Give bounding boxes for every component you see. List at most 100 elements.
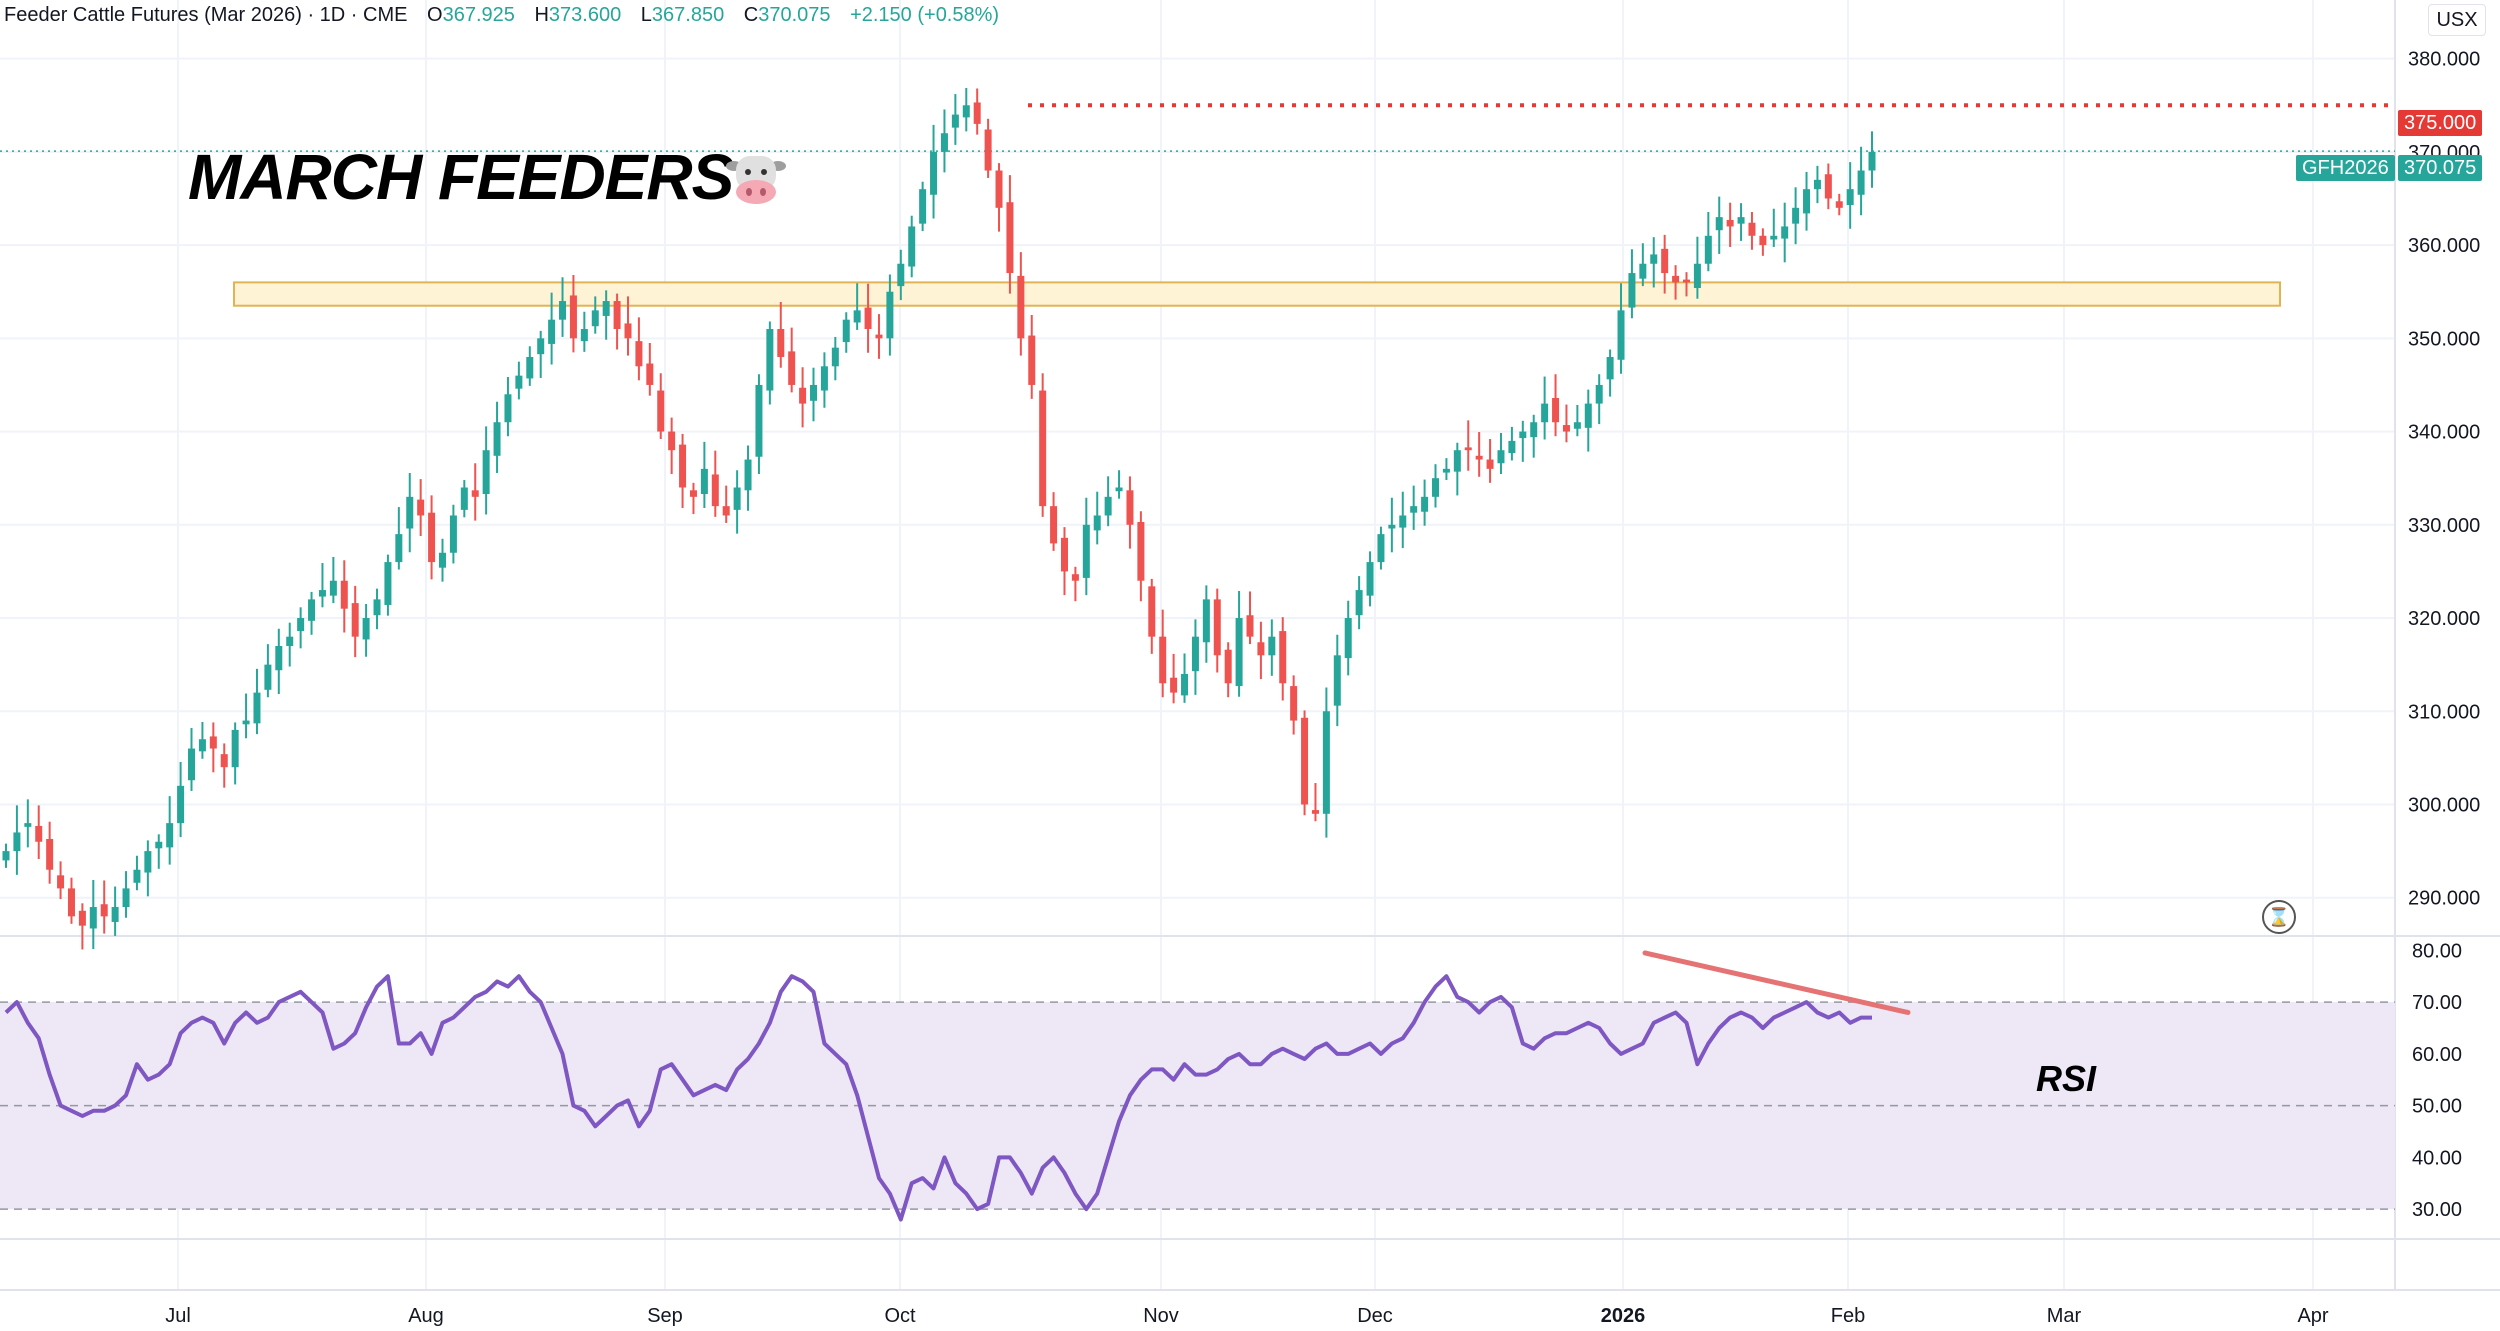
candle-body xyxy=(1159,636,1167,684)
candle-body xyxy=(188,748,196,781)
candle-body xyxy=(668,431,676,451)
resistance-price-tag: 375.000 xyxy=(2398,110,2483,136)
time-axis-label: Mar xyxy=(2047,1305,2082,1327)
candle-body xyxy=(984,129,992,171)
candle-body xyxy=(755,384,763,457)
candle-body xyxy=(1279,631,1287,684)
candle-body xyxy=(133,869,141,883)
candle-body xyxy=(1050,506,1058,544)
high-value: 373.600 xyxy=(548,4,622,26)
candle-body xyxy=(635,341,643,367)
candle-body xyxy=(111,907,119,922)
time-axis-label: Nov xyxy=(1143,1305,1179,1327)
candle-body xyxy=(89,907,97,929)
price-axis-label: 350.000 xyxy=(2408,328,2480,350)
time-axis-label: Sep xyxy=(647,1305,683,1327)
candle-body xyxy=(1082,524,1090,578)
open-value: 367.925 xyxy=(442,4,515,26)
rsi-axis-label: 60.00 xyxy=(2412,1044,2462,1066)
candle-body xyxy=(1399,515,1407,528)
candle-body xyxy=(1126,490,1134,525)
candle-body xyxy=(1519,431,1527,439)
candle-body xyxy=(24,823,32,827)
candle-body xyxy=(329,580,337,596)
candle-body xyxy=(1017,275,1025,339)
candle-body xyxy=(1770,235,1778,240)
candle-body xyxy=(569,295,577,339)
candle-body xyxy=(788,351,796,385)
candle-body xyxy=(1562,425,1570,432)
candle-body xyxy=(1792,207,1800,224)
rsi-axis-label: 30.00 xyxy=(2412,1199,2462,1221)
candle-body xyxy=(766,329,774,391)
rsi-axis-label: 40.00 xyxy=(2412,1147,2462,1169)
candle-body xyxy=(548,319,556,344)
candle-body xyxy=(13,832,21,852)
candle-body xyxy=(362,618,370,640)
candle-body xyxy=(1355,590,1363,616)
candle-body xyxy=(1115,487,1123,492)
candle-body xyxy=(1573,422,1581,429)
price-axis-label: 320.000 xyxy=(2408,608,2480,630)
candle-body xyxy=(1213,599,1221,656)
close-value: 370.075 xyxy=(758,4,831,26)
candle-body xyxy=(1682,279,1690,283)
candle-body xyxy=(220,754,228,768)
candle-body xyxy=(1759,235,1767,246)
low-label: L xyxy=(640,4,652,26)
candle-body xyxy=(57,875,65,889)
time-axis-label: Apr xyxy=(2297,1305,2328,1327)
candle-body xyxy=(318,590,326,597)
candle-body xyxy=(1846,189,1854,206)
symbol-title: Feeder Cattle Futures (Mar 2026) · 1D · … xyxy=(4,4,408,26)
candle-body xyxy=(919,189,927,224)
candle-body xyxy=(46,838,54,870)
candle-body xyxy=(1693,263,1701,288)
candle-body xyxy=(1442,468,1450,473)
candle-body xyxy=(1093,515,1101,531)
candle-body xyxy=(820,366,828,391)
candle-body xyxy=(1039,390,1047,507)
rsi-axis-label: 70.00 xyxy=(2412,992,2462,1014)
candle-body xyxy=(1322,711,1330,814)
rsi-annotation: RSI xyxy=(2036,1058,2097,1099)
price-axis-label: 340.000 xyxy=(2408,422,2480,444)
candle-body xyxy=(297,618,305,632)
time-axis-label: Jul xyxy=(165,1305,191,1327)
candle-body xyxy=(1628,273,1636,308)
high-label: H xyxy=(534,4,549,26)
candle-body xyxy=(995,170,1003,208)
candle-body xyxy=(177,785,185,824)
candle-body xyxy=(537,338,545,355)
candle-body xyxy=(166,823,174,848)
rsi-line xyxy=(4,974,1872,1222)
candle-body xyxy=(67,888,75,917)
candle-body xyxy=(853,310,861,323)
candle-body xyxy=(842,319,850,343)
candle-body xyxy=(1704,235,1712,264)
currency-button[interactable]: USX xyxy=(2428,4,2486,36)
candle-body xyxy=(155,841,163,849)
price-axis-label: 310.000 xyxy=(2408,701,2480,723)
open-label: O xyxy=(427,4,443,26)
candle-body xyxy=(1726,219,1734,227)
candle-body xyxy=(733,487,741,510)
candle-body xyxy=(1071,574,1079,581)
rsi-axis-label: 80.00 xyxy=(2412,940,2462,962)
candle-body xyxy=(449,515,457,553)
candle-body xyxy=(886,291,894,339)
candle-body xyxy=(1453,450,1461,472)
candle-body xyxy=(1552,398,1560,423)
candle-body xyxy=(1803,189,1811,214)
candle-body xyxy=(1835,201,1843,208)
candle-body xyxy=(253,692,261,724)
candle-body xyxy=(1148,586,1156,637)
candle-body xyxy=(1006,202,1014,274)
candle-body xyxy=(1060,537,1068,572)
hourglass-icon[interactable]: ⌛ xyxy=(2262,900,2296,934)
candle-body xyxy=(940,133,948,152)
candle-body xyxy=(810,384,818,401)
candle-body xyxy=(438,552,446,568)
